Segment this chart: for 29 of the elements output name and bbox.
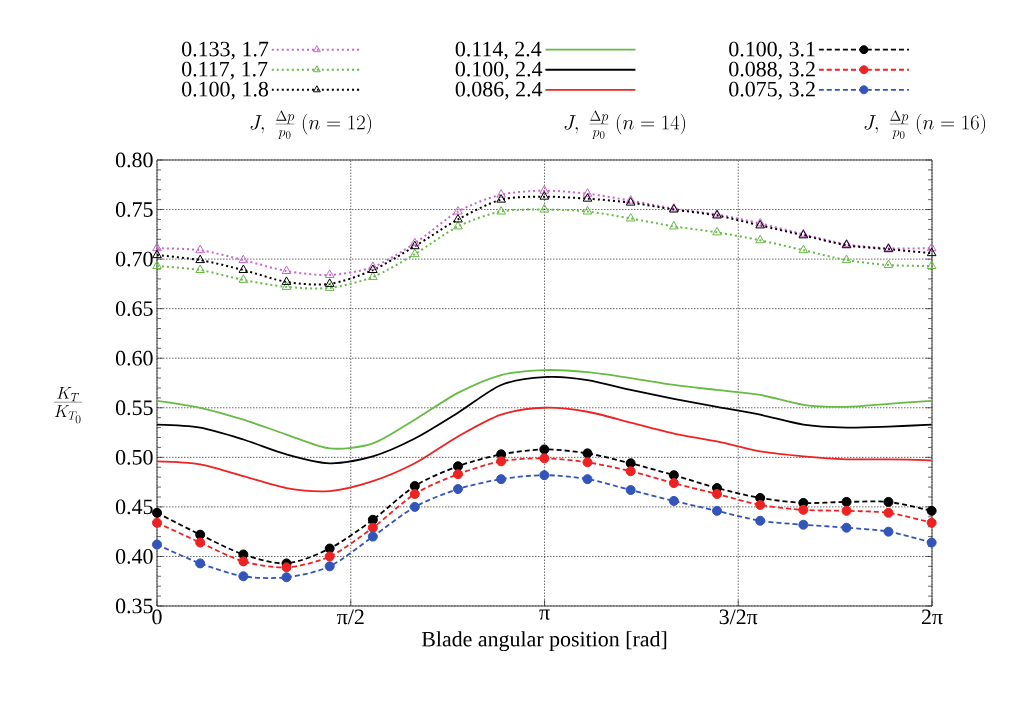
x-axis-title: Blade angular position [rad] — [421, 631, 667, 652]
x-tick-label: 2π — [921, 609, 943, 625]
legend-label: 0.114, 2.4 — [455, 41, 542, 60]
text: $J,\ \frac{\Delta p}{p_0}\ (n=16)$ — [864, 110, 986, 140]
y-axis-title: $\frac{K_T}{K_{T_0}}$ — [53, 386, 83, 424]
text: $J,\ \frac{\Delta p}{p_0}\ (n=12)$ — [250, 110, 372, 140]
legend-label: 0.117, 1.7 — [182, 61, 268, 80]
x-tick-label: π — [539, 609, 550, 620]
legend-label: 0.075, 3.2 — [729, 81, 815, 100]
legend-label: 0.100, 3.1 — [729, 41, 815, 60]
legend-label: 0.088, 3.2 — [729, 61, 815, 80]
y-tick-label: 0.75 — [115, 202, 153, 217]
x-tick-label: 3/2π — [719, 609, 758, 625]
y-tick-label: 0.55 — [115, 400, 153, 416]
y-tick-label: 0.70 — [115, 251, 153, 267]
x-tick-label: π/2 — [337, 609, 364, 625]
legend-label: 0.100, 2.4 — [455, 61, 543, 80]
y-tick-label: 0.40 — [115, 549, 153, 564]
y-tick-label: 0.50 — [115, 449, 153, 465]
legend-label: 0.133, 1.7 — [182, 41, 269, 60]
legend-label: 0.086, 2.4 — [455, 81, 543, 100]
y-tick-label: 0.45 — [115, 499, 153, 515]
y-tick-label: 0.60 — [115, 350, 153, 366]
legend-label: 0.100, 1.8 — [182, 81, 269, 100]
y-tick-label: 0.35 — [115, 598, 153, 614]
y-tick-label: 0.65 — [115, 301, 153, 317]
y-tick-label: 0.80 — [115, 152, 153, 168]
text: $J,\ \frac{\Delta p}{p_0}\ (n=14)$ — [564, 110, 686, 140]
x-tick-label: 0 — [152, 609, 162, 625]
